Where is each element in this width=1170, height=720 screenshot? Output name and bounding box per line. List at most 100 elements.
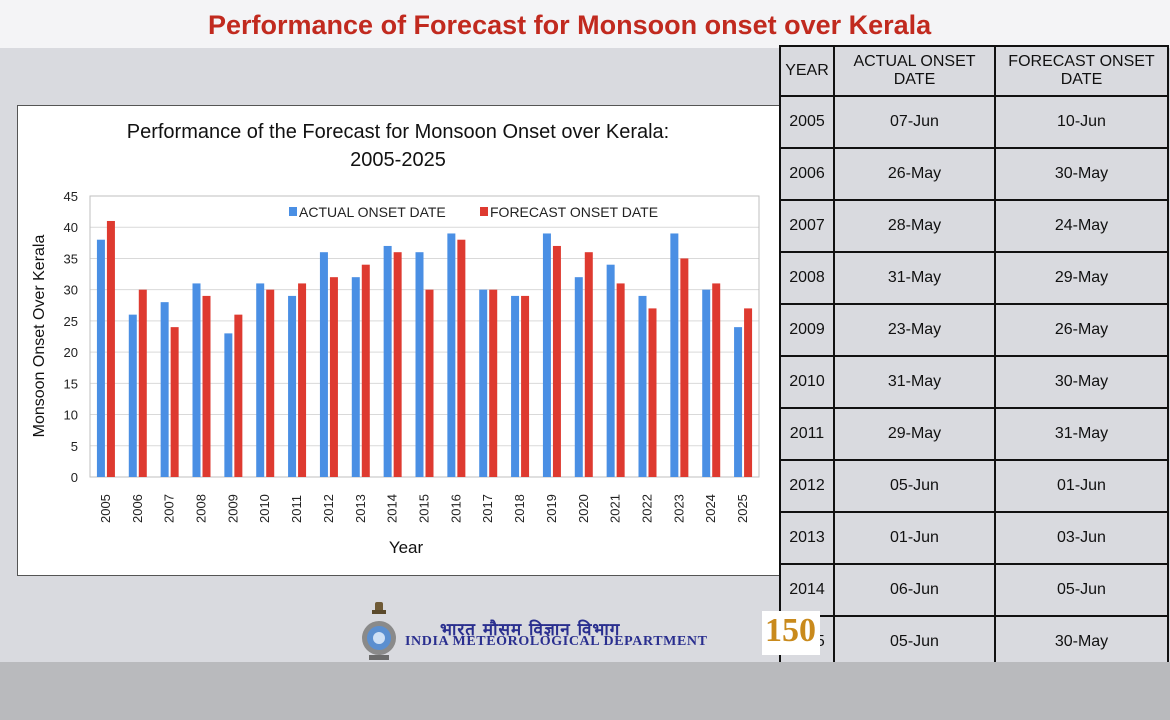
legend-swatch-actual xyxy=(289,207,297,216)
x-tick-label: 2011 xyxy=(289,495,304,523)
actual-bar xyxy=(128,314,137,477)
year-cell: 2012 xyxy=(779,459,835,513)
table-row: 2013 01-Jun 03-Jun xyxy=(779,511,1169,565)
year-cell: 2010 xyxy=(779,355,835,409)
actual-bar xyxy=(383,245,392,477)
x-tick-label: 2025 xyxy=(735,494,750,523)
y-axis-label: Monsoon Onset Over Kerala xyxy=(31,235,48,438)
legend-swatch-forecast xyxy=(480,207,488,216)
actual-date-cell: 26-May xyxy=(833,147,996,201)
forecast-bar xyxy=(584,252,593,477)
actual-bar xyxy=(638,295,647,477)
header-actual: ACTUAL ONSET DATE xyxy=(833,45,996,97)
y-tick-label: 10 xyxy=(64,408,78,423)
forecast-bar xyxy=(744,308,753,477)
table-row: 2010 31-May 30-May xyxy=(779,355,1169,409)
table-row: 2009 23-May 26-May xyxy=(779,303,1169,357)
x-tick-label: 2013 xyxy=(353,494,368,523)
x-tick-label: 2024 xyxy=(703,494,718,523)
forecast-date-cell: 26-May xyxy=(994,303,1169,357)
x-tick-label: 2021 xyxy=(608,494,623,523)
x-axis-label: Year xyxy=(389,538,424,557)
forecast-bar xyxy=(489,289,498,477)
forecast-bar xyxy=(266,289,275,477)
table-row: 2008 31-May 29-May xyxy=(779,251,1169,305)
year-cell: 2007 xyxy=(779,199,835,253)
actual-date-cell: 28-May xyxy=(833,199,996,253)
year-cell: 2013 xyxy=(779,511,835,565)
forecast-bar xyxy=(138,289,147,477)
x-tick-label: 2008 xyxy=(194,494,209,523)
actual-bar xyxy=(511,295,520,477)
year-cell: 2011 xyxy=(779,407,835,461)
x-tick-label: 2018 xyxy=(512,494,527,523)
forecast-date-cell: 31-May xyxy=(994,407,1169,461)
forecast-bar xyxy=(648,308,657,477)
onset-table: YEAR ACTUAL ONSET DATE FORECAST ONSET DA… xyxy=(779,45,1169,669)
table-row: 2007 28-May 24-May xyxy=(779,199,1169,253)
x-tick-label: 2014 xyxy=(385,494,400,523)
forecast-bar xyxy=(457,239,466,477)
actual-date-cell: 31-May xyxy=(833,251,996,305)
actual-bar xyxy=(288,295,297,477)
forecast-bar xyxy=(521,295,530,477)
x-tick-label: 2017 xyxy=(480,494,495,523)
forecast-date-cell: 29-May xyxy=(994,251,1169,305)
actual-bar xyxy=(319,252,328,477)
table-row: 2011 29-May 31-May xyxy=(779,407,1169,461)
y-tick-label: 40 xyxy=(64,220,78,235)
forecast-date-cell: 30-May xyxy=(994,355,1169,409)
actual-bar xyxy=(96,239,105,477)
actual-bar xyxy=(574,277,583,477)
y-tick-label: 0 xyxy=(71,470,78,485)
forecast-date-cell: 01-Jun xyxy=(994,459,1169,513)
x-tick-label: 2007 xyxy=(162,494,177,523)
actual-date-cell: 06-Jun xyxy=(833,563,996,617)
forecast-date-cell: 10-Jun xyxy=(994,95,1169,149)
year-cell: 2009 xyxy=(779,303,835,357)
forecast-bar xyxy=(202,295,211,477)
forecast-bar xyxy=(298,283,307,477)
actual-bar xyxy=(479,289,488,477)
actual-bar xyxy=(670,233,679,477)
forecast-date-cell: 03-Jun xyxy=(994,511,1169,565)
actual-bar xyxy=(351,277,360,477)
actual-date-cell: 01-Jun xyxy=(833,511,996,565)
actual-bar xyxy=(256,283,265,477)
year-cell: 2006 xyxy=(779,147,835,201)
y-tick-label: 45 xyxy=(64,189,78,204)
forecast-bar xyxy=(712,283,721,477)
title-bar: Performance of Forecast for Monsoon onse… xyxy=(0,0,1170,48)
actual-bar xyxy=(734,327,743,477)
forecast-date-cell: 05-Jun xyxy=(994,563,1169,617)
forecast-bar xyxy=(106,220,115,477)
y-tick-label: 35 xyxy=(64,251,78,266)
x-tick-label: 2010 xyxy=(257,494,272,523)
actual-bar xyxy=(224,333,233,477)
legend-label-forecast: FORECAST ONSET DATE xyxy=(490,204,658,220)
forecast-bar xyxy=(170,327,179,477)
footer-org-name: INDIA METEOROLOGICAL DEPARTMENT xyxy=(405,634,708,649)
bar-chart: Performance of the Forecast for Monsoon … xyxy=(31,121,760,557)
x-tick-label: 2012 xyxy=(321,494,336,523)
forecast-date-cell: 24-May xyxy=(994,199,1169,253)
forecast-bar xyxy=(329,277,338,477)
actual-bar xyxy=(606,264,615,477)
actual-bar xyxy=(160,302,169,477)
y-tick-label: 25 xyxy=(64,314,78,329)
year-cell: 2008 xyxy=(779,251,835,305)
bottom-strip xyxy=(0,662,1170,720)
forecast-date-cell: 30-May xyxy=(994,147,1169,201)
x-tick-label: 2006 xyxy=(130,494,145,523)
y-tick-label: 15 xyxy=(64,376,78,391)
chart-panel: Performance of the Forecast for Monsoon … xyxy=(17,105,781,576)
year-cell: 2005 xyxy=(779,95,835,149)
x-tick-label: 2005 xyxy=(98,494,113,523)
actual-bar xyxy=(447,233,456,477)
forecast-bar xyxy=(361,264,370,477)
year-cell: 2014 xyxy=(779,563,835,617)
y-tick-label: 5 xyxy=(71,439,78,454)
table-row: 2006 26-May 30-May xyxy=(779,147,1169,201)
chart-title-line2: 2005-2025 xyxy=(350,149,446,171)
